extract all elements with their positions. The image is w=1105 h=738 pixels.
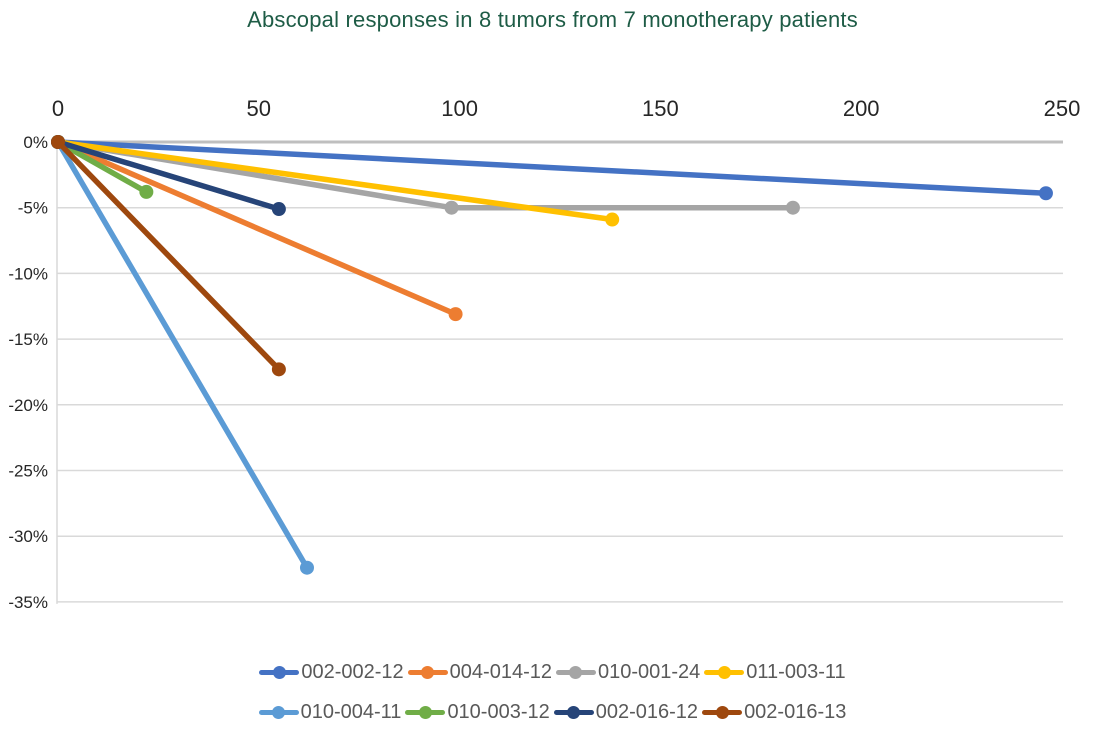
legend-marker-icon xyxy=(259,662,300,682)
legend-marker-icon xyxy=(553,702,594,722)
series-line-010-004-11 xyxy=(55,139,310,571)
series-line-002-016-13 xyxy=(55,139,282,373)
legend-label: 010-003-12 xyxy=(447,700,550,723)
legend-marker-icon xyxy=(258,702,299,722)
legend-row: 002-002-12 004-014-12 010-001-24 011-003-11 xyxy=(0,652,1105,692)
legend-marker-icon xyxy=(405,702,446,722)
data-point-marker-002-002-12 xyxy=(1038,186,1053,201)
legend-label: 004-014-12 xyxy=(449,660,552,683)
plot-area: 0% -5% -10% -15% -20% -25% -30% -35% 0 50 100 150 20… xyxy=(8,96,1081,612)
x-tick-label: 50 xyxy=(247,96,271,121)
legend-row: 010-004-11 010-003-12 002-016-12 002-016-13 xyxy=(0,692,1105,732)
data-point-marker-002-016-12 xyxy=(271,202,286,217)
data-point-marker-010-003-12 xyxy=(139,184,154,199)
legend-marker-icon xyxy=(702,702,743,722)
x-tick-label: 0 xyxy=(52,96,64,121)
y-tick-label: -15% xyxy=(8,330,48,349)
y-tick-label: -5% xyxy=(18,199,48,218)
series-line-002-002-12 xyxy=(55,139,1049,196)
y-tick-label: -10% xyxy=(8,264,48,283)
legend-item-010-004-11: 010-004-11 xyxy=(258,700,402,724)
legend-item-002-016-13: 002-016-13 xyxy=(702,701,846,724)
legend-item-011-003-11: 011-003-11 xyxy=(704,660,846,684)
data-point-marker-002-016-13 xyxy=(271,362,286,377)
series-line-004-014-12 xyxy=(55,139,459,317)
legend-label: 002-016-13 xyxy=(744,700,847,723)
data-point-marker-010-001-24 xyxy=(444,200,459,215)
y-tick-label: -25% xyxy=(8,462,48,481)
series-line-010-003-12 xyxy=(55,139,150,195)
x-tick-label: 200 xyxy=(843,96,880,121)
chart-title: Abscopal responses in 8 tumors from 7 mo… xyxy=(247,7,858,32)
y-tick-label: -35% xyxy=(8,593,48,612)
data-point-marker-002-016-13 xyxy=(51,135,65,149)
legend-label: 002-002-12 xyxy=(301,660,404,683)
series-line-011-003-11 xyxy=(55,139,615,223)
x-tick-label: 150 xyxy=(642,96,679,121)
legend-item-004-014-12: 004-014-12 xyxy=(407,660,552,684)
data-point-marker-010-001-24 xyxy=(785,200,800,215)
series-line-002-016-12 xyxy=(55,139,282,212)
legend-label: 010-004-11 xyxy=(300,700,402,723)
legend-label: 011-003-11 xyxy=(746,660,846,683)
data-point-marker-011-003-11 xyxy=(605,212,620,227)
legend: 002-002-12 004-014-12 010-001-24 011-003-11… xyxy=(0,652,1105,732)
y-tick-label: 0% xyxy=(23,133,48,152)
data-point-marker-010-004-11 xyxy=(299,560,314,575)
y-tick-label: -20% xyxy=(8,396,48,415)
legend-label: 010-001-24 xyxy=(597,660,701,683)
legend-item-002-016-12: 002-016-12 xyxy=(553,700,699,724)
legend-marker-icon xyxy=(704,662,745,682)
legend-marker-icon xyxy=(555,662,596,682)
data-point-marker-004-014-12 xyxy=(448,307,463,322)
x-tick-label: 250 xyxy=(1044,96,1081,121)
x-tick-label: 100 xyxy=(441,96,478,121)
legend-item-010-001-24: 010-001-24 xyxy=(555,660,701,684)
y-tick-label: -30% xyxy=(8,527,48,546)
legend-item-002-002-12: 002-002-12 xyxy=(259,660,404,684)
legend-label: 002-016-12 xyxy=(595,700,699,723)
legend-marker-icon xyxy=(407,662,448,682)
legend-item-010-003-12: 010-003-12 xyxy=(405,700,550,724)
